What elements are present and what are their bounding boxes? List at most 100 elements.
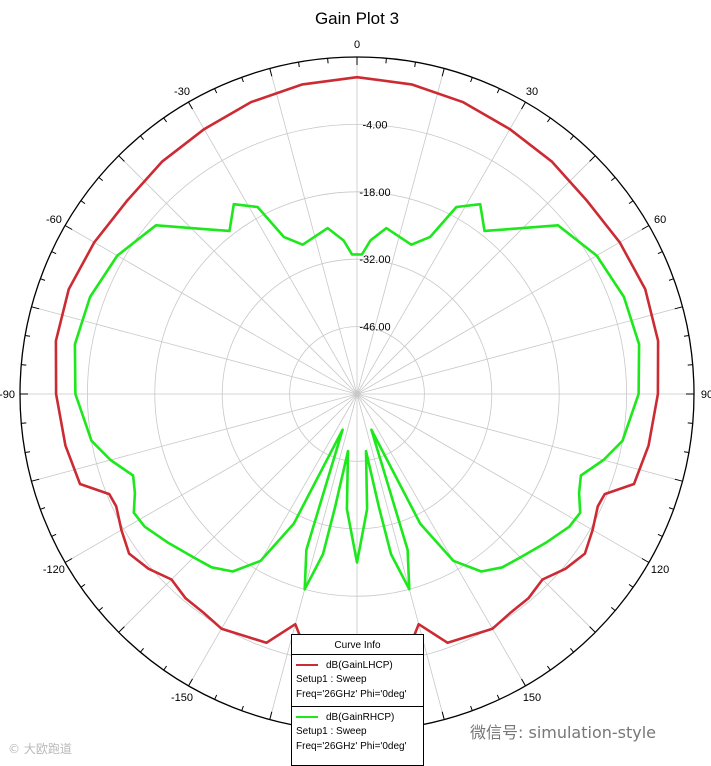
grid-ring bbox=[289, 326, 425, 462]
angle-tick-mark bbox=[610, 177, 616, 181]
radial-tick-label: -18.00 bbox=[359, 187, 390, 199]
watermark-wechat-id: 微信号: simulation-style bbox=[470, 723, 657, 742]
grid-spoke bbox=[356, 393, 526, 687]
angle-tick-mark bbox=[657, 533, 663, 537]
angle-tick-label: 30 bbox=[526, 86, 538, 98]
grid-spoke bbox=[356, 393, 683, 482]
radial-tick-label: -32.00 bbox=[359, 254, 390, 266]
angle-tick-mark bbox=[641, 558, 650, 563]
angle-tick-mark bbox=[25, 335, 31, 337]
angle-tick-mark bbox=[298, 62, 300, 68]
legend-freq-rhcp: Freq='26GHz' Phi='0deg' bbox=[296, 741, 407, 752]
radial-tick-label: -46.00 bbox=[359, 322, 390, 334]
grid-ring bbox=[221, 258, 493, 530]
angle-tick-mark bbox=[414, 62, 416, 68]
angle-tick-mark bbox=[546, 665, 551, 671]
angle-tick-mark bbox=[441, 68, 445, 77]
angle-tick-mark bbox=[241, 705, 244, 711]
gain-curves bbox=[54, 75, 660, 663]
legend-name-rhcp: dB(GainRHCP) bbox=[326, 711, 395, 723]
axis-labels: 0 30 60 90 120 150 -30 -60 -90 -120 -150 -4.00 -18.0… bbox=[0, 39, 711, 704]
grid-spoke bbox=[356, 101, 526, 395]
angle-tick-mark bbox=[118, 155, 125, 162]
angle-tick-mark bbox=[51, 533, 57, 537]
angle-tick-mark bbox=[21, 422, 27, 424]
angle-tick-mark bbox=[163, 117, 168, 123]
angle-tick-mark bbox=[657, 251, 663, 255]
legend-curve-info: Curve Info dB(GainLHCP) Setup1 : Sweep F… bbox=[291, 634, 424, 766]
angle-tick-mark bbox=[521, 678, 526, 687]
grid-spoke bbox=[118, 155, 358, 395]
grid-spoke bbox=[269, 393, 358, 720]
angle-tick-mark bbox=[589, 155, 596, 162]
grid-spoke bbox=[356, 393, 650, 563]
angle-tick-mark bbox=[21, 364, 27, 366]
angle-tick-label: 120 bbox=[651, 564, 669, 576]
watermark-logo-text: © 大欧跑道 bbox=[8, 742, 72, 756]
angle-tick-mark bbox=[188, 101, 193, 110]
legend-header: Curve Info bbox=[292, 635, 423, 655]
angle-tick-mark bbox=[188, 678, 193, 687]
legend-swatch-lhcp bbox=[296, 664, 318, 666]
angle-tick-label: -60 bbox=[46, 214, 62, 226]
angle-tick-mark bbox=[570, 135, 574, 141]
grid-spoke bbox=[31, 393, 358, 482]
angle-tick-mark bbox=[64, 558, 73, 563]
angle-tick-label: -90 bbox=[0, 389, 15, 401]
angle-tick-mark bbox=[31, 306, 40, 310]
grid-spoke bbox=[356, 306, 683, 395]
angle-tick-mark bbox=[674, 478, 683, 482]
polar-grid bbox=[19, 56, 695, 732]
angle-tick-mark bbox=[683, 335, 689, 337]
angle-tick-mark bbox=[25, 451, 31, 453]
angle-tick-mark bbox=[674, 306, 683, 310]
angle-tick-mark bbox=[570, 647, 574, 653]
angle-tick-mark bbox=[327, 58, 329, 64]
angle-tick-label: 90 bbox=[701, 389, 711, 401]
angle-tick-mark bbox=[214, 88, 218, 94]
angle-tick-mark bbox=[140, 135, 144, 141]
angle-tick-mark bbox=[470, 77, 473, 83]
grid-spoke bbox=[31, 306, 358, 395]
angle-tick-label: 150 bbox=[523, 692, 541, 704]
radial-tick-label: -4.00 bbox=[362, 119, 387, 131]
angle-tick-mark bbox=[163, 665, 168, 671]
grid-spoke bbox=[356, 155, 596, 395]
legend-setup-rhcp: Setup1 : Sweep bbox=[296, 726, 367, 737]
grid-spoke bbox=[269, 68, 358, 395]
angle-tick-mark bbox=[40, 507, 46, 510]
angle-tick-label: 60 bbox=[654, 214, 666, 226]
angle-tick-mark bbox=[668, 507, 674, 510]
grid-spoke bbox=[356, 393, 596, 633]
grid-spoke bbox=[356, 68, 445, 395]
angle-tick-mark bbox=[641, 225, 650, 230]
angle-tick-mark bbox=[496, 88, 500, 94]
angle-tick-mark bbox=[628, 200, 634, 205]
angle-tick-mark bbox=[140, 647, 144, 653]
curve-gain-lhcp bbox=[54, 75, 660, 663]
angle-tick-mark bbox=[668, 278, 674, 281]
grid-ring bbox=[154, 191, 560, 597]
angle-tick-mark bbox=[687, 364, 693, 366]
angle-tick-mark bbox=[241, 77, 244, 83]
grid-spoke bbox=[64, 393, 358, 563]
angle-tick-mark bbox=[269, 68, 273, 77]
grid-spoke bbox=[356, 225, 650, 395]
grid-spoke bbox=[64, 225, 358, 395]
chart-title: Gain Plot 3 bbox=[315, 9, 399, 28]
angle-tick-mark bbox=[687, 422, 693, 424]
legend-freq-lhcp: Freq='26GHz' Phi='0deg' bbox=[296, 689, 407, 700]
angle-tick-mark bbox=[40, 278, 46, 281]
legend-name-lhcp: dB(GainLHCP) bbox=[326, 659, 393, 671]
angle-tick-mark bbox=[64, 225, 73, 230]
angle-tick-mark bbox=[214, 694, 218, 700]
angle-tick-label: -150 bbox=[171, 692, 193, 704]
angle-tick-mark bbox=[628, 583, 634, 588]
angle-tick-mark bbox=[546, 117, 551, 123]
legend-entry-lhcp: dB(GainLHCP) Setup1 : Sweep Freq='26GHz'… bbox=[292, 655, 423, 702]
legend-swatch-rhcp bbox=[296, 716, 318, 718]
grid-spoke bbox=[188, 101, 358, 395]
angle-tick-mark bbox=[31, 478, 40, 482]
angle-tick-mark bbox=[80, 200, 86, 205]
